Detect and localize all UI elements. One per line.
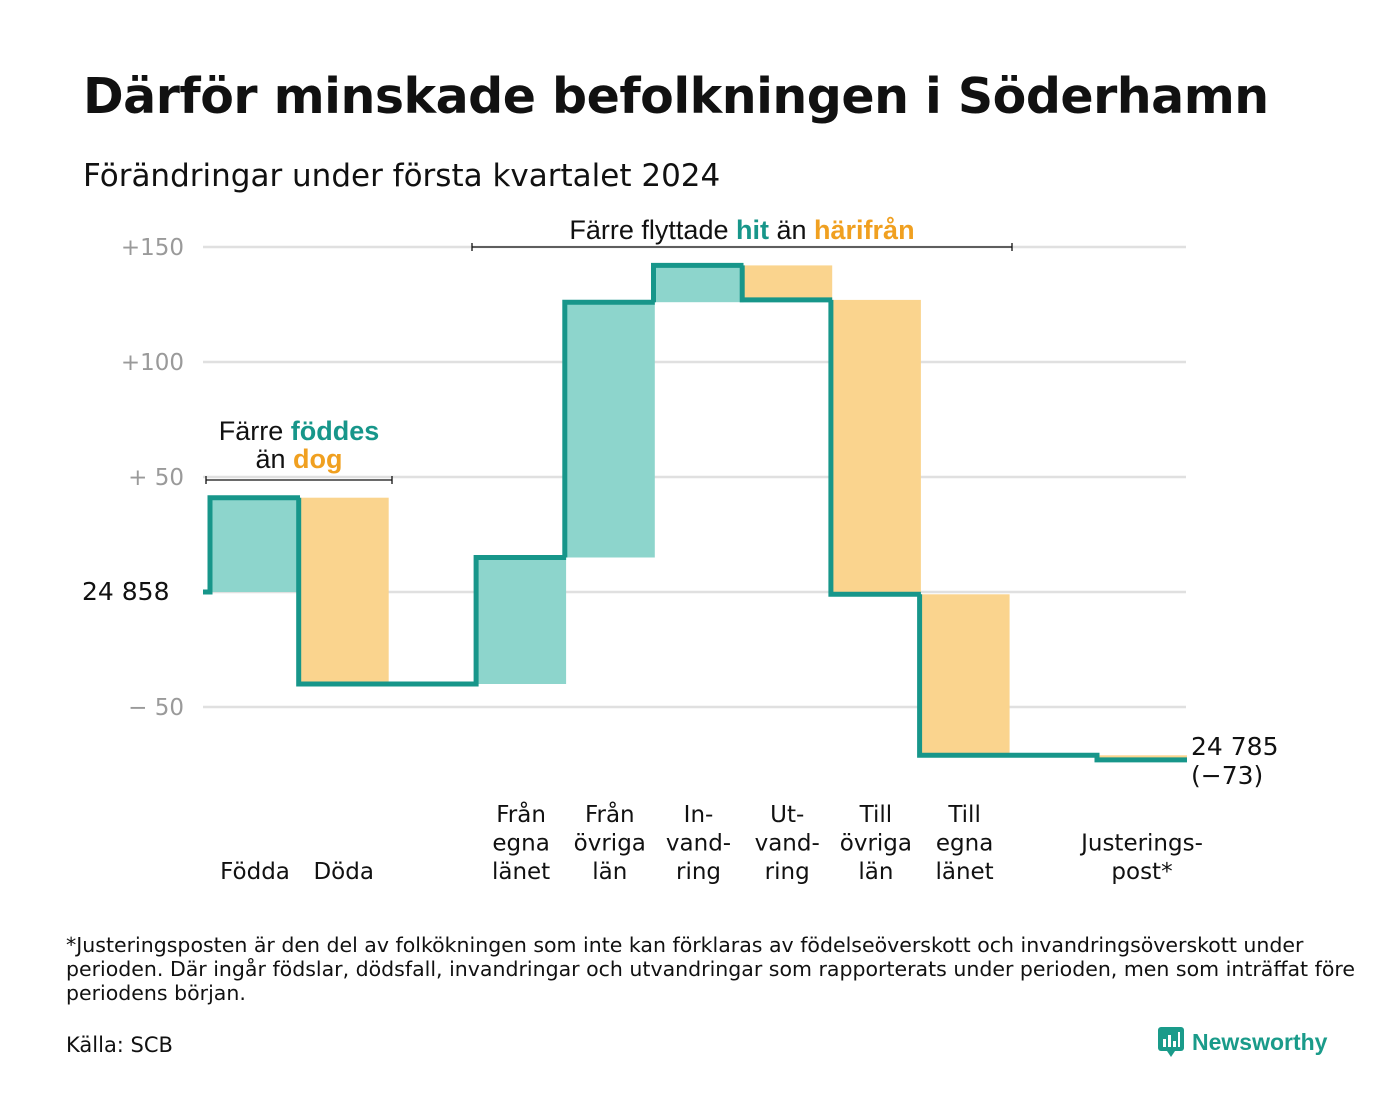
- footnote: *Justeringsposten är den del av folkökni…: [66, 933, 1355, 1005]
- increase-bar: [653, 265, 744, 303]
- category-label: Födda: [220, 859, 290, 885]
- waterfall-chart: +150 +100 + 50 − 50 24 858 Födda Döda Från egna…: [82, 215, 1278, 886]
- annotation-part: dog: [293, 444, 342, 474]
- decrease-bar: [830, 299, 921, 595]
- category-label: In-vand-ring: [666, 802, 731, 885]
- category-label-line: Döda: [313, 859, 373, 885]
- category-label: Från egna länet: [492, 800, 550, 885]
- chart-subtitle: Förändringar under första kvartalet 2024: [83, 158, 721, 194]
- increase-bar: [210, 497, 300, 592]
- category-label-line: länet: [935, 859, 993, 885]
- category-label: Till egna länet: [935, 802, 993, 885]
- category-label: Döda: [313, 859, 373, 885]
- category-label-line: vand-: [666, 831, 731, 857]
- category-label: Justerings-post*: [1079, 831, 1203, 886]
- category-label-line: ring: [765, 859, 810, 885]
- end-change-label: (−73): [1191, 761, 1263, 790]
- category-label-line: Ut-: [770, 802, 804, 828]
- category-label-line: län: [858, 859, 893, 885]
- annotation-migration: Färre flyttade hit än härifrån: [569, 215, 914, 245]
- annotation-births-line1: Färre föddes: [219, 416, 380, 446]
- decrease-bar: [919, 594, 1010, 756]
- increase-bar: [564, 302, 655, 558]
- y-tick-label: + 50: [128, 465, 184, 491]
- bar-chart-speech-icon: [1158, 1027, 1184, 1057]
- category-label-line: länet: [492, 859, 550, 885]
- annotation-part: än: [255, 444, 293, 474]
- category-label-line: Från: [585, 800, 635, 828]
- logo-text: Newsworthy: [1192, 1028, 1328, 1055]
- y-tick-label: +150: [121, 235, 184, 261]
- category-label-line: post*: [1111, 859, 1172, 885]
- annotation-part: än: [769, 215, 814, 245]
- category-label-line: Justerings-: [1079, 831, 1203, 857]
- category-label: Från övriga län: [574, 800, 646, 885]
- category-label-line: In-: [684, 802, 714, 828]
- category-label-line: län: [592, 859, 627, 885]
- annotation-births-line2: än dog: [255, 444, 342, 474]
- category-label-line: Till: [859, 802, 893, 828]
- category-label-line: övriga: [840, 831, 912, 857]
- y-tick-label: − 50: [128, 695, 184, 721]
- category-label-line: egna: [936, 831, 993, 857]
- category-label-line: ring: [676, 859, 721, 885]
- newsworthy-logo[interactable]: Newsworthy: [1158, 1027, 1327, 1057]
- chart-title: Därför minskade befolkningen i Söderhamn: [83, 68, 1269, 125]
- category-label-line: Till: [947, 802, 981, 828]
- increase-bar: [476, 557, 567, 684]
- category-label-line: Födda: [220, 859, 290, 885]
- annotation-part: hit: [736, 215, 769, 245]
- end-value-label: 24 785: [1191, 732, 1278, 761]
- annotation-part: Färre: [219, 416, 291, 446]
- annotation-part: föddes: [291, 416, 380, 446]
- category-label-line: övriga: [574, 831, 646, 857]
- category-label-line: egna: [492, 831, 549, 857]
- category-label: Ut-vand-ring: [755, 802, 820, 885]
- category-label-line: Från: [496, 800, 546, 828]
- start-value-label: 24 858: [82, 577, 169, 606]
- y-tick-label: +100: [121, 350, 184, 376]
- decrease-bar: [298, 497, 389, 684]
- annotation-part: härifrån: [814, 215, 915, 245]
- decrease-bar: [742, 265, 833, 300]
- source-note: Källa: SCB: [66, 1033, 173, 1057]
- annotation-part: Färre flyttade: [569, 215, 736, 245]
- category-label-line: vand-: [755, 831, 820, 857]
- cumulative-step-line: [203, 262, 1187, 763]
- category-label: Till övriga län: [840, 802, 912, 885]
